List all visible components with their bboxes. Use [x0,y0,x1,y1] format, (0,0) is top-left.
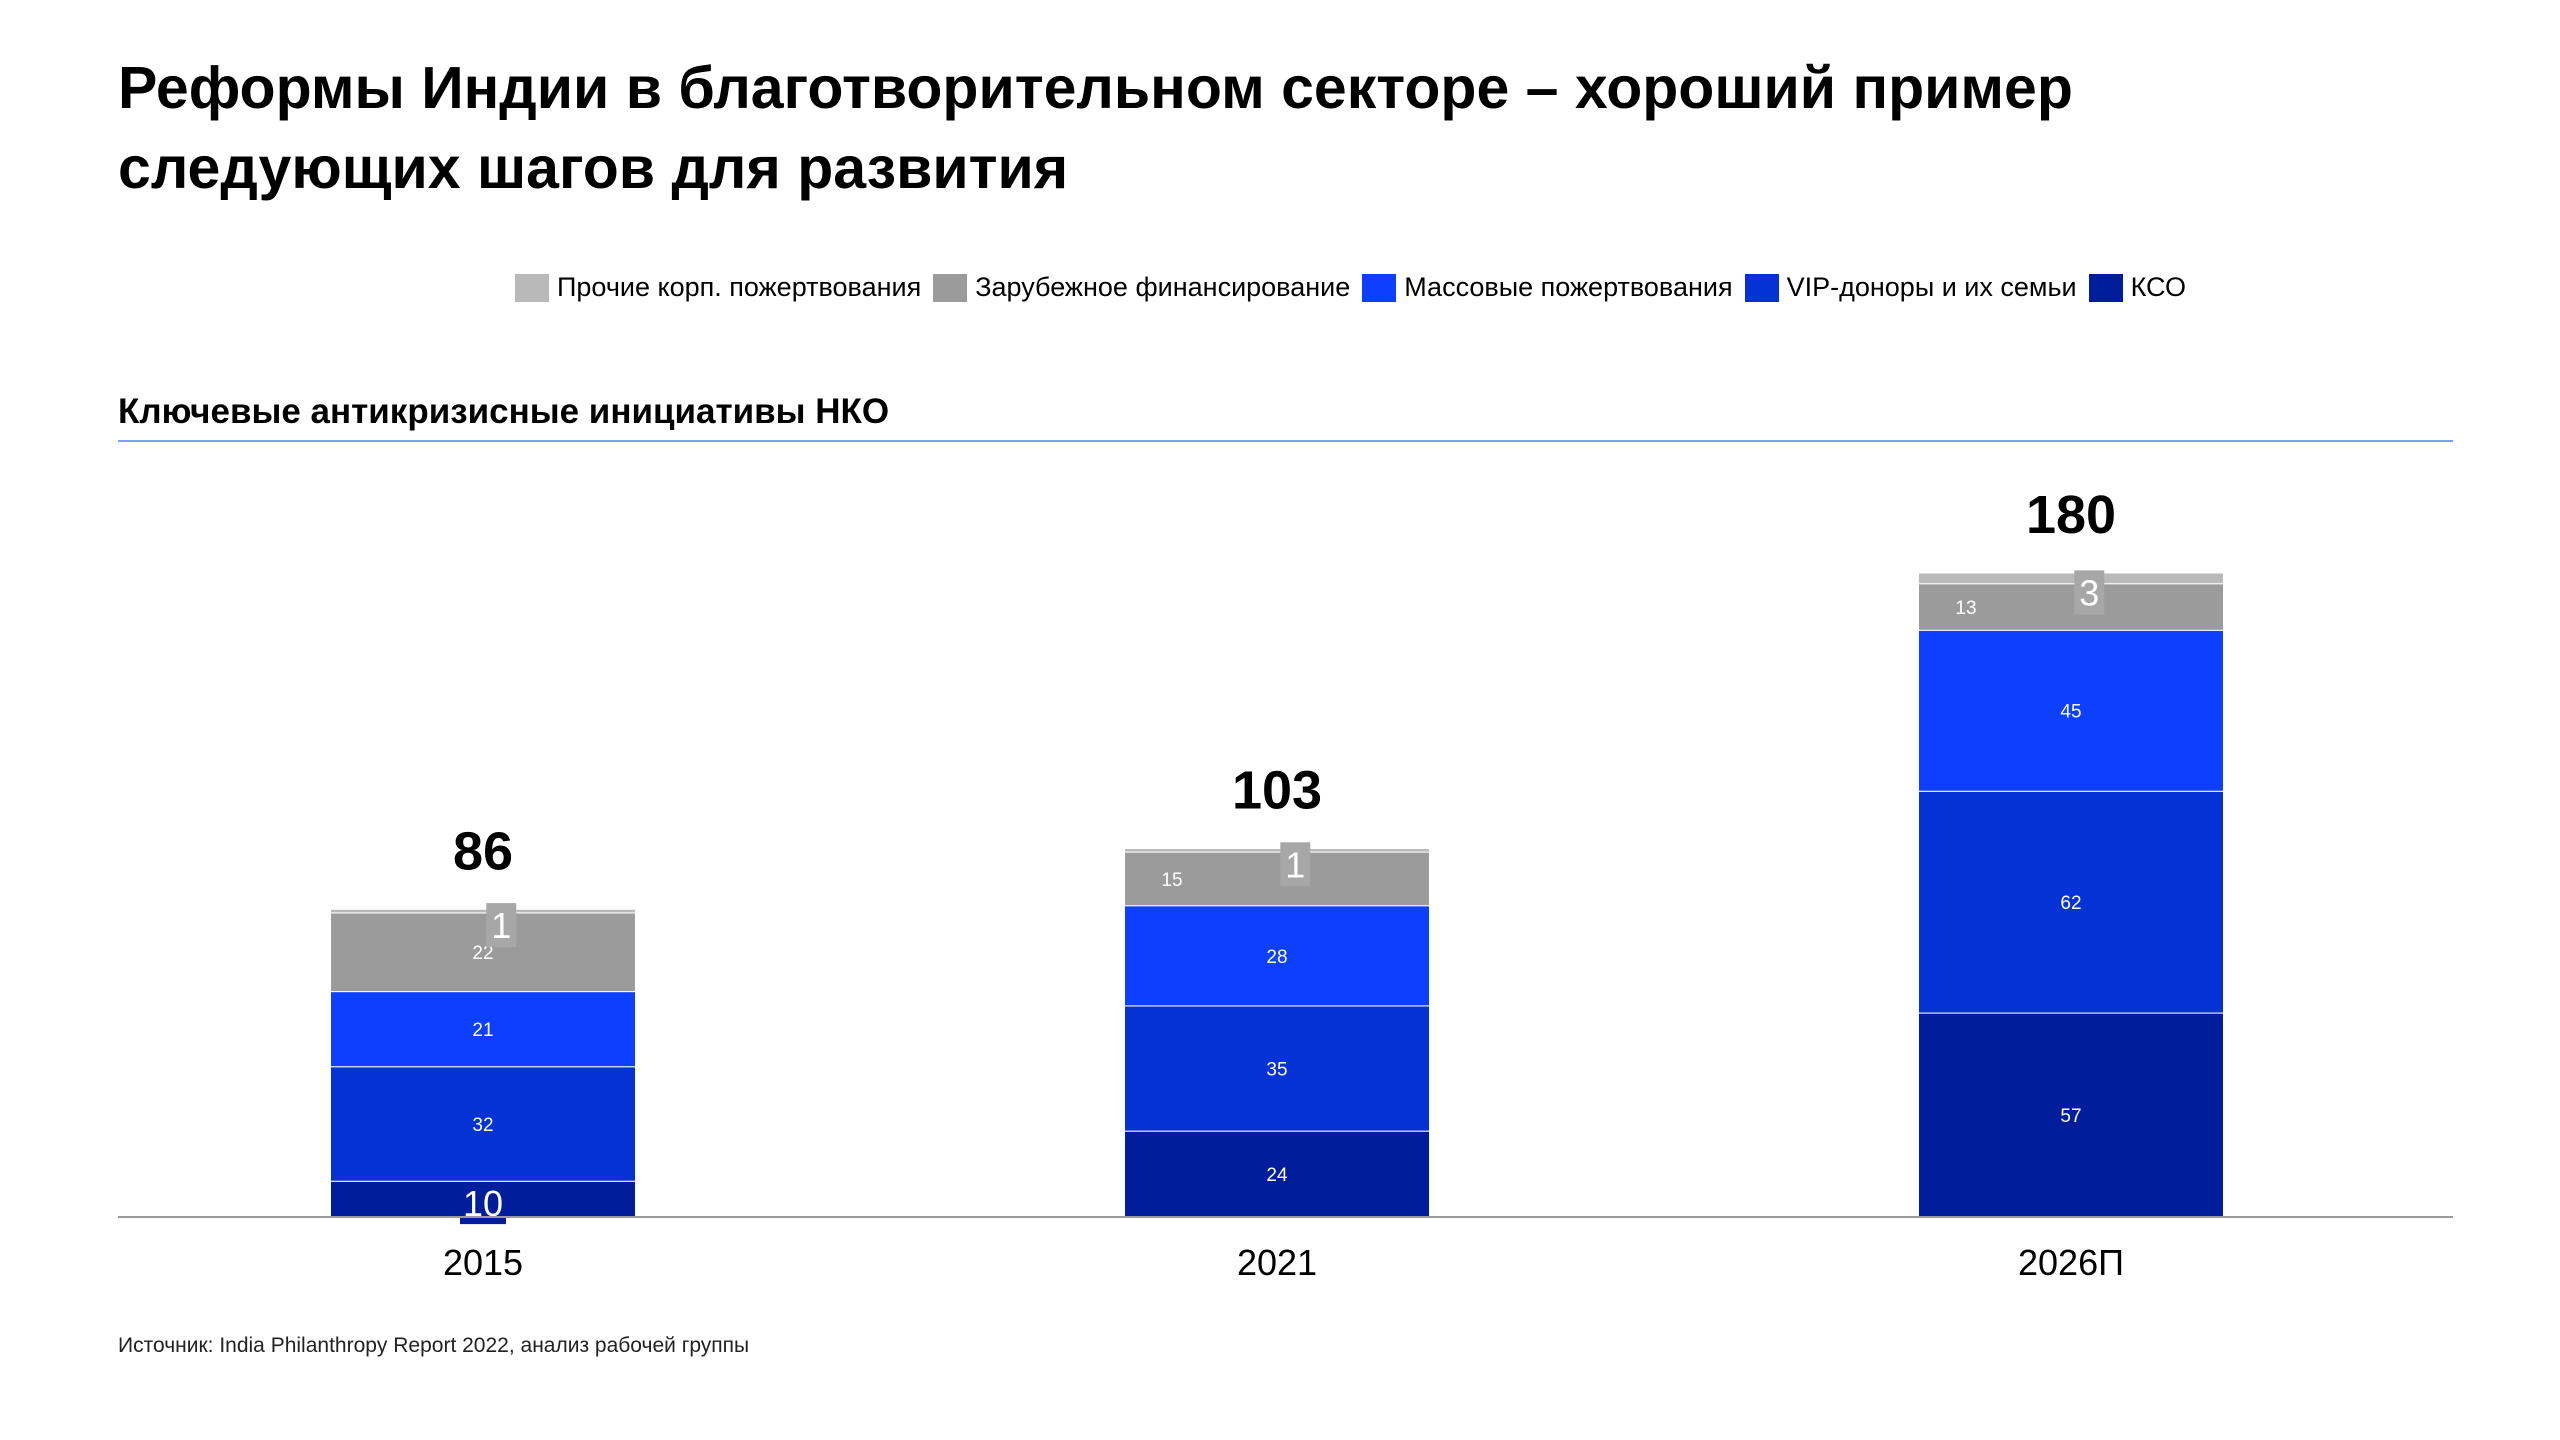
legend-item: VIP-доноры и их семьи [1744,272,2077,303]
chart-legend: Прочие корп. пожертвования Зарубежное фин… [515,272,2198,303]
data-label: 24 [1266,1165,1288,1186]
data-label: 32 [472,1115,493,1136]
data-label: 45 [2060,702,2081,723]
x-tick-label: 2015 [443,1242,523,1283]
total-label: 103 [1232,760,1322,820]
bar-segment [1124,1130,1430,1218]
data-label: 13 [1955,598,1976,619]
bar-segment [1918,572,2224,585]
legend-swatch [515,273,549,302]
legend-swatch [1744,273,1779,302]
legend-swatch [933,273,968,302]
data-label-callout [1280,842,1311,887]
source-note: Источник: India Philanthropy Report 2022… [118,1334,750,1357]
data-label: 1 [1285,844,1305,885]
legend-swatch [2088,273,2123,302]
legend-label: VIP-доноры и их семьи [1786,272,2077,302]
data-label: 28 [1266,947,1287,968]
legend-label: Зарубежное финансирование [975,272,1351,302]
total-label: 86 [453,821,513,881]
data-label-callout [486,903,517,948]
data-label: 57 [2060,1106,2081,1127]
legend-item: Массовые пожертвования [1362,272,1733,303]
legend-item: КСО [2088,272,2186,303]
data-label-callout [2074,570,2105,615]
legend-item: Прочие корп. пожертвования [515,272,921,303]
data-label: 22 [472,943,493,964]
subtitle-divider [118,440,2453,442]
bar-segment [1918,629,2224,792]
total-label: 180 [2026,485,2116,545]
data-label: 21 [472,1020,493,1041]
data-label: 3 [2079,572,2099,613]
legend-item: Зарубежное финансирование [933,272,1350,303]
bar-segment [1124,851,1430,907]
chart-subtitle: Ключевые антикризисные инициативы НКО [118,392,890,431]
bar-segment [330,908,636,914]
x-tick-label: 2026П [2018,1242,2124,1283]
bar-segment [1124,905,1430,1007]
data-label: 62 [2060,893,2081,914]
legend-label: Массовые пожертвования [1404,272,1733,302]
bar-segment [1918,790,2224,1014]
data-label: 15 [1161,870,1182,891]
bar-segment [1124,1005,1430,1132]
x-tick-label: 2021 [1237,1242,1317,1283]
bar-segment [1918,1012,2224,1218]
data-label: 1 [491,905,511,946]
bar-segment [330,991,636,1068]
bar-segment [330,912,636,993]
bar-segment [1124,847,1430,853]
page-title: Реформы Индии в благотворительном сектор… [118,55,2073,201]
bar-segment [330,1066,636,1182]
data-label: 35 [1266,1060,1287,1081]
legend-label: Прочие корп. пожертвования [557,272,922,302]
legend-label: КСО [2130,272,2186,302]
legend-swatch [1362,273,1397,302]
